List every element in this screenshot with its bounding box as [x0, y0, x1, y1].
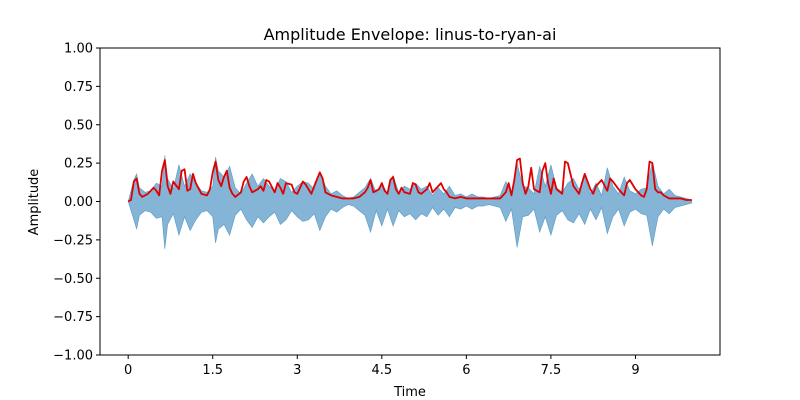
y-tick-label: −0.50	[53, 272, 93, 287]
x-tick-label: 6	[462, 363, 470, 378]
waveform-area	[127, 155, 693, 250]
chart-title: Amplitude Envelope: linus-to-ryan-ai	[264, 25, 557, 44]
y-tick-label: 1.00	[64, 42, 93, 57]
envelope-line	[127, 157, 692, 203]
x-tick-label: 9	[631, 363, 639, 378]
y-tick-label: −0.25	[53, 233, 93, 248]
x-tick-label: 0	[124, 363, 132, 378]
y-axis: 1.00 0.75 0.50 0.25 0.00 −0.25 −0.50 −0.75 −1.00	[53, 42, 100, 364]
x-axis: 0 1.5 3 4.5 6 7.5 9	[124, 355, 640, 378]
y-tick-label: 0.00	[64, 195, 93, 210]
y-tick-label: −0.75	[53, 310, 93, 325]
y-axis-label: Amplitude	[27, 169, 42, 236]
plot-area	[127, 155, 693, 250]
y-tick-label: −1.00	[53, 349, 93, 364]
x-tick-label: 7.5	[541, 363, 562, 378]
y-tick-label: 0.50	[64, 118, 93, 133]
x-tick-label: 3	[293, 363, 301, 378]
x-tick-label: 4.5	[371, 363, 392, 378]
axes-frame	[99, 47, 721, 356]
x-axis-label: Time	[393, 385, 426, 400]
y-tick-label: 0.75	[64, 80, 93, 95]
x-tick-label: 1.5	[202, 363, 223, 378]
y-tick-label: 0.25	[64, 157, 93, 172]
